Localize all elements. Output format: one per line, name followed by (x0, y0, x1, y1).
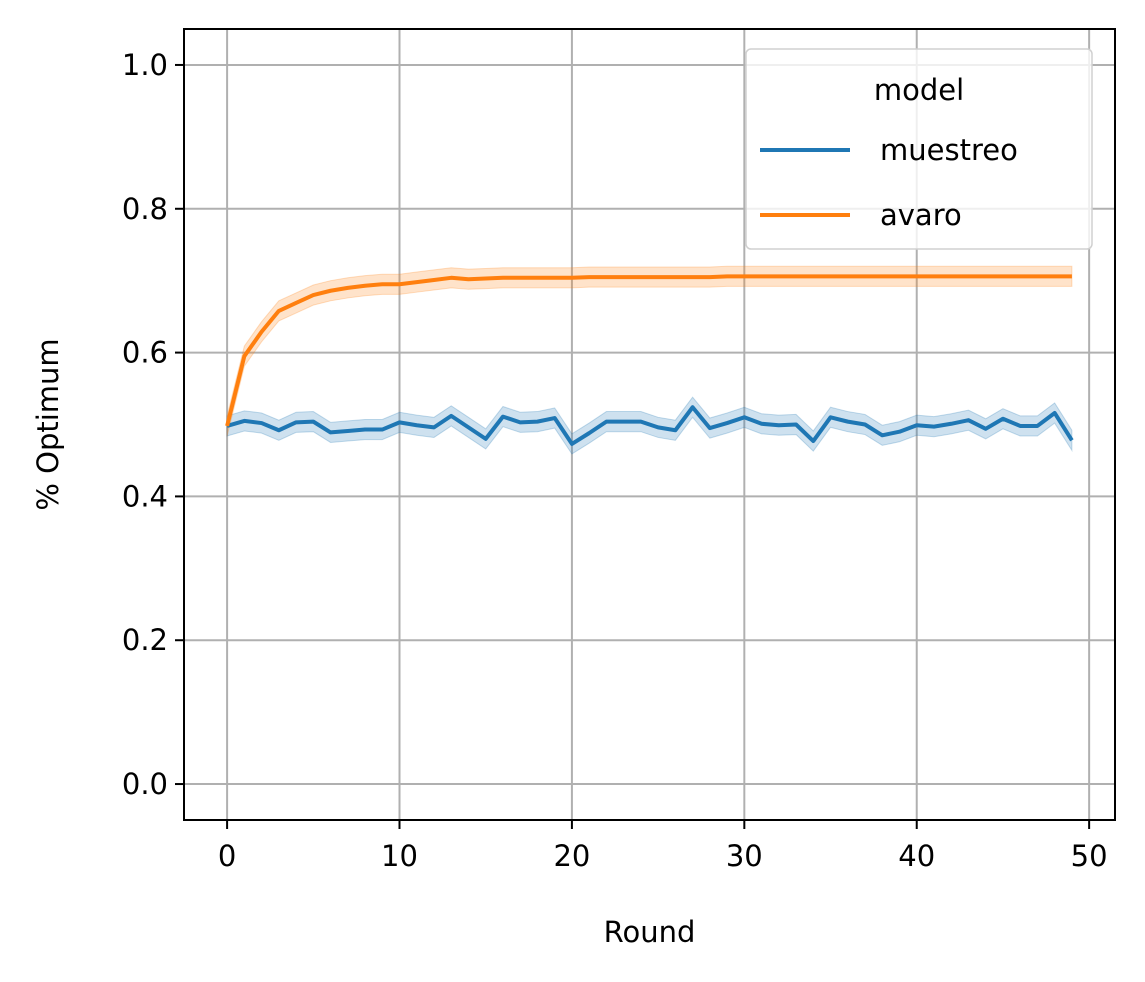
x-axis: 0 10 20 30 40 50 (218, 820, 1108, 873)
legend-box (745, 48, 1093, 250)
y-tick-label: 1.0 (122, 48, 168, 82)
x-tick-label: 40 (898, 839, 935, 873)
y-tick-label: 0.6 (122, 336, 168, 370)
legend-label-muestreo: muestreo (880, 133, 1018, 167)
ci-band-avaro (226, 265, 1073, 437)
x-tick-label: 20 (553, 839, 590, 873)
legend-title: model (874, 73, 964, 107)
y-tick-label: 0.2 (122, 623, 168, 657)
x-tick-label: 0 (218, 839, 236, 873)
y-axis-label: % Optimum (31, 338, 65, 510)
x-tick-label: 30 (726, 839, 763, 873)
y-tick-label: 0.4 (122, 479, 168, 513)
x-tick-label: 10 (381, 839, 418, 873)
series-lines (225, 274, 1074, 446)
y-axis: 0.0 0.2 0.4 0.6 0.8 1.0 (122, 48, 184, 801)
y-tick-label: 0.0 (122, 767, 168, 801)
legend: model muestreo avaro (745, 48, 1093, 250)
x-axis-label: Round (604, 915, 696, 949)
series-line-muestreo (226, 405, 1074, 446)
x-tick-label: 50 (1071, 839, 1108, 873)
legend-label-avaro: avaro (880, 198, 962, 232)
plot-frame (183, 28, 1116, 821)
y-tick-label: 0.8 (122, 192, 168, 226)
series-line-avaro (225, 274, 1072, 427)
